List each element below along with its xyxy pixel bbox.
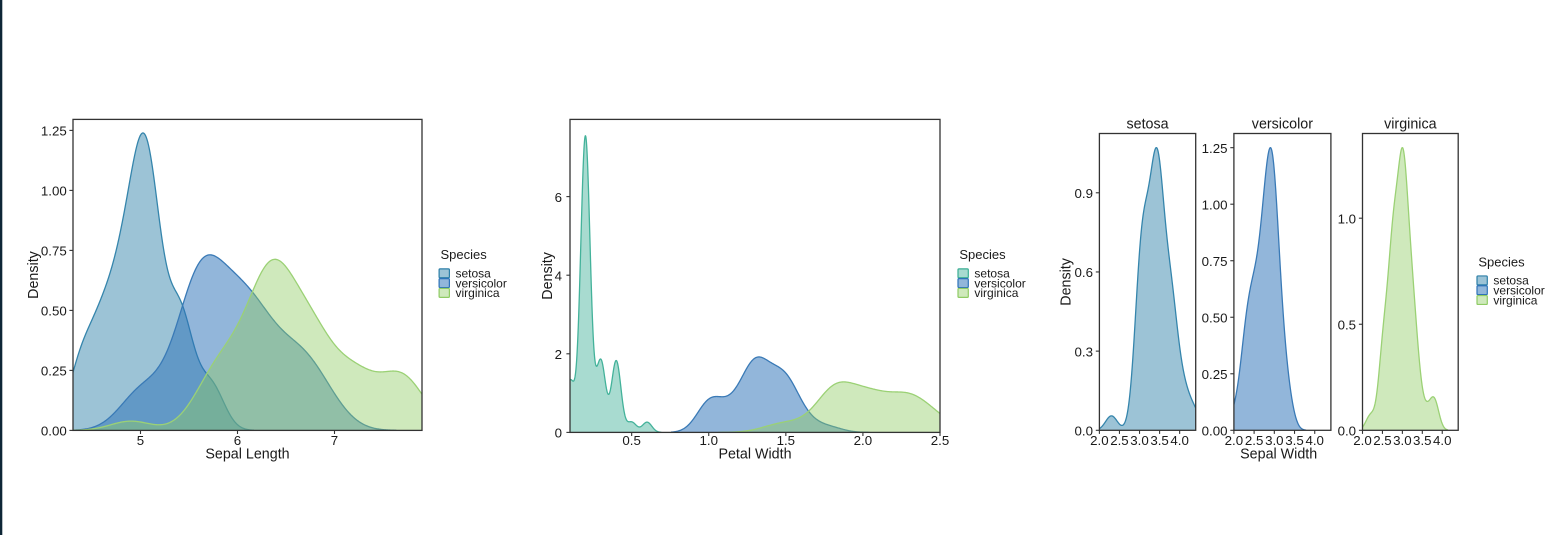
svg-text:virginica: virginica [974, 286, 1018, 300]
svg-text:1.25: 1.25 [41, 124, 67, 139]
svg-text:2: 2 [555, 347, 562, 362]
svg-text:virginica: virginica [1493, 293, 1537, 307]
svg-text:Sepal Length: Sepal Length [205, 447, 289, 463]
svg-text:0.50: 0.50 [1202, 310, 1228, 325]
svg-text:5: 5 [137, 433, 144, 448]
svg-text:Species: Species [959, 247, 1006, 262]
svg-text:versicolor: versicolor [1493, 284, 1544, 298]
svg-text:2.0: 2.0 [1353, 433, 1372, 448]
svg-text:0.5: 0.5 [1338, 317, 1357, 332]
svg-text:1.0: 1.0 [1338, 211, 1357, 226]
svg-text:3.0: 3.0 [1393, 433, 1412, 448]
svg-text:2.0: 2.0 [1090, 433, 1109, 448]
svg-text:6: 6 [234, 433, 241, 448]
svg-text:Density: Density [1059, 257, 1075, 306]
svg-text:0.50: 0.50 [41, 304, 67, 319]
svg-text:setosa: setosa [1126, 117, 1168, 133]
svg-text:setosa: setosa [974, 267, 1010, 281]
svg-text:3.0: 3.0 [1130, 433, 1149, 448]
svg-text:1.25: 1.25 [1202, 141, 1228, 156]
svg-text:1.5: 1.5 [777, 433, 796, 448]
svg-text:1.00: 1.00 [1202, 197, 1228, 212]
svg-text:0.0: 0.0 [1338, 424, 1357, 439]
svg-text:2.5: 2.5 [1373, 433, 1392, 448]
svg-text:2.5: 2.5 [1245, 433, 1264, 448]
svg-text:0.5: 0.5 [622, 433, 641, 448]
svg-text:3.5: 3.5 [1150, 433, 1169, 448]
svg-text:Species: Species [1478, 254, 1525, 269]
svg-text:4.0: 4.0 [1433, 433, 1452, 448]
svg-text:0.00: 0.00 [41, 424, 67, 439]
svg-text:0.75: 0.75 [41, 244, 67, 259]
svg-text:2.5: 2.5 [931, 433, 950, 448]
svg-text:versicolor: versicolor [974, 276, 1025, 290]
svg-text:0.25: 0.25 [1202, 367, 1228, 382]
svg-text:1.0: 1.0 [700, 433, 719, 448]
svg-text:4: 4 [555, 268, 562, 283]
svg-text:setosa: setosa [456, 267, 492, 281]
svg-text:virginica: virginica [456, 286, 500, 300]
svg-text:versicolor: versicolor [1252, 117, 1313, 133]
svg-text:virginica: virginica [1384, 117, 1436, 133]
svg-text:4.0: 4.0 [1170, 433, 1189, 448]
svg-text:setosa: setosa [1493, 274, 1529, 288]
svg-text:versicolor: versicolor [456, 276, 507, 290]
svg-text:Density: Density [26, 250, 42, 299]
svg-text:2.0: 2.0 [1225, 433, 1244, 448]
svg-text:Petal Width: Petal Width [718, 447, 791, 463]
svg-text:1.00: 1.00 [41, 184, 67, 199]
svg-text:0.6: 0.6 [1075, 265, 1094, 280]
svg-text:6: 6 [555, 190, 562, 205]
svg-text:Density: Density [540, 251, 556, 300]
svg-text:0.00: 0.00 [1202, 424, 1228, 439]
svg-text:3.0: 3.0 [1265, 433, 1284, 448]
svg-text:0.3: 0.3 [1075, 344, 1094, 359]
svg-text:2.5: 2.5 [1110, 433, 1129, 448]
svg-text:3.5: 3.5 [1413, 433, 1432, 448]
svg-text:0.75: 0.75 [1202, 254, 1228, 269]
svg-text:Species: Species [441, 247, 488, 262]
svg-text:Sepal Width: Sepal Width [1240, 447, 1317, 463]
svg-text:4.0: 4.0 [1305, 433, 1324, 448]
svg-text:0: 0 [555, 426, 562, 441]
svg-text:0.9: 0.9 [1075, 186, 1094, 201]
svg-text:3.5: 3.5 [1285, 433, 1304, 448]
svg-text:0.25: 0.25 [41, 364, 67, 379]
svg-text:7: 7 [331, 433, 338, 448]
svg-text:0.0: 0.0 [1075, 424, 1094, 439]
svg-text:2.0: 2.0 [854, 433, 873, 448]
